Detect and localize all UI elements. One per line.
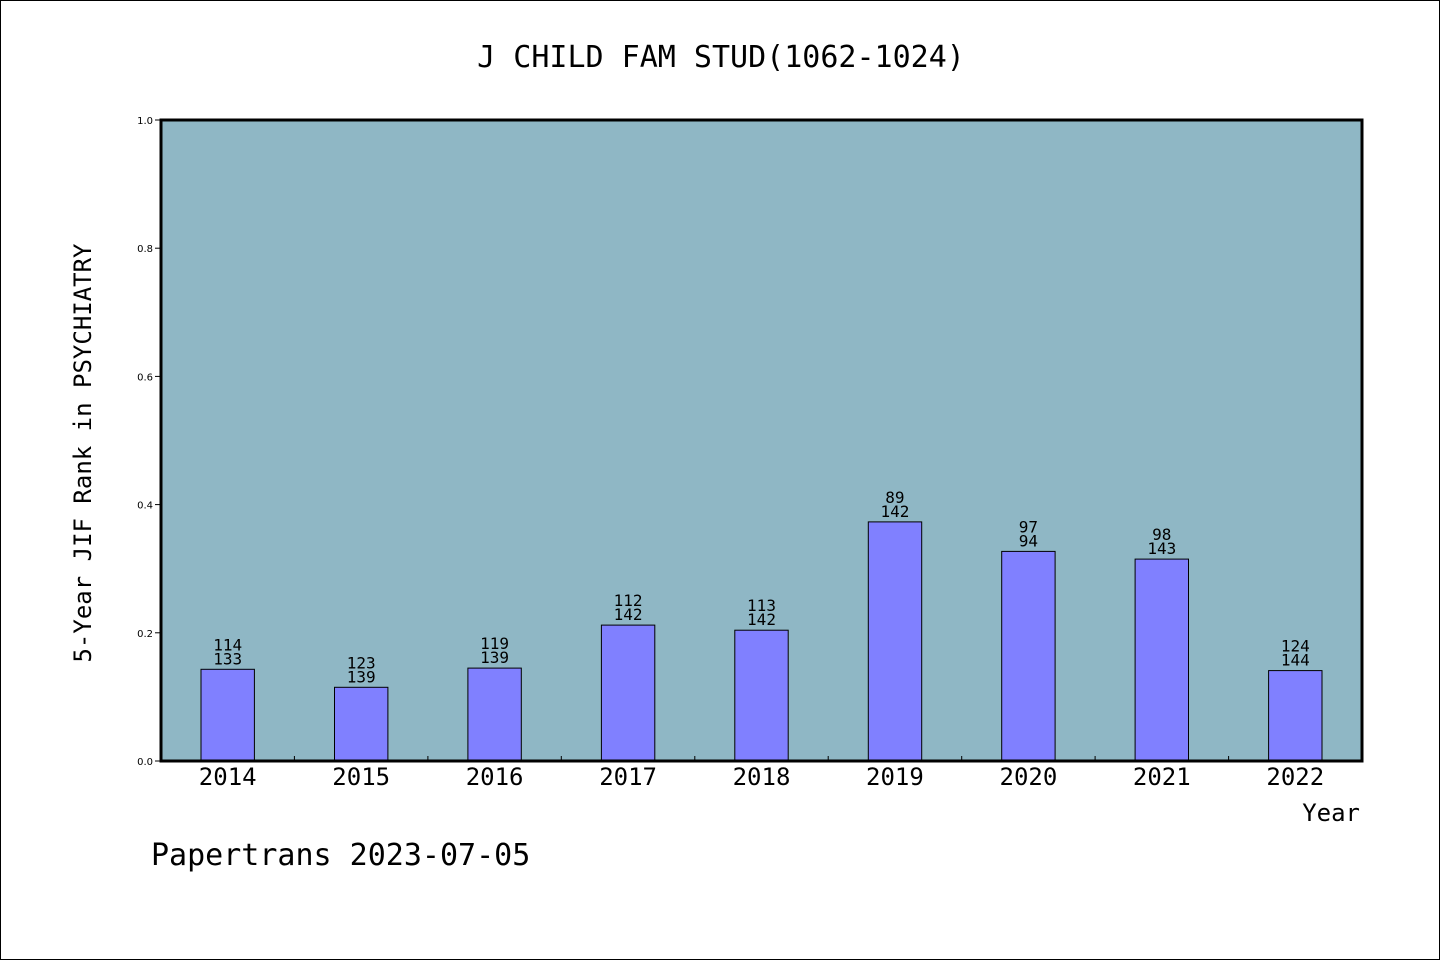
bar-label-total-2017: 142 xyxy=(614,605,643,624)
x-tick-label-2019: 2019 xyxy=(866,763,924,791)
y-tick-label-0.6: 0.6 xyxy=(137,372,153,383)
bar-2014 xyxy=(200,668,255,762)
bar-2020 xyxy=(1001,550,1056,762)
bar-2016 xyxy=(467,667,522,762)
bars-group xyxy=(200,521,1323,762)
bar-label-rank-2019: 89 xyxy=(885,488,904,507)
bar-2018 xyxy=(734,629,789,762)
bar-label-total-2018: 142 xyxy=(747,610,776,629)
bar-2022 xyxy=(1268,670,1323,762)
x-tick-label-2015: 2015 xyxy=(332,763,390,791)
x-tick-label-2017: 2017 xyxy=(599,763,657,791)
bar-2021 xyxy=(1134,558,1189,762)
bar-label-rank-2020: 97 xyxy=(1019,517,1038,536)
y-tick-label-0.4: 0.4 xyxy=(137,501,153,512)
y-axis-ticks: 0.0 0.2 0.4 0.6 0.8 1.0 xyxy=(137,116,161,768)
x-axis-label: Year xyxy=(1302,799,1360,827)
x-tick-label-2018: 2018 xyxy=(733,763,791,791)
bar-label-rank-2017: 112 xyxy=(614,591,643,610)
bar-label-rank-2022: 124 xyxy=(1281,637,1310,656)
bar-label-total-2020: 94 xyxy=(1019,531,1038,550)
bar-label-total-2022: 144 xyxy=(1281,651,1310,670)
bar-label-total-2019: 142 xyxy=(880,502,909,521)
y-tick-label-0.8: 0.8 xyxy=(137,244,153,255)
chart-title: J CHILD FAM STUD(1062-1024) xyxy=(477,40,965,75)
bar-2015 xyxy=(334,686,389,762)
x-tick-label-2022: 2022 xyxy=(1266,763,1324,791)
y-tick-label-1.0: 1.0 xyxy=(137,116,153,127)
x-tick-label-2020: 2020 xyxy=(1000,763,1058,791)
bar-label-total-2015: 139 xyxy=(347,667,376,686)
y-axis-label: 5-Year JIF Rank in PSYCHIATRY xyxy=(69,243,97,663)
bar-2019 xyxy=(867,521,923,762)
x-tick-label-2021: 2021 xyxy=(1133,763,1191,791)
bar-2017 xyxy=(600,624,656,762)
x-axis-ticks: 2014 2015 2016 2017 2018 2019 2020 2021 2022 xyxy=(199,756,1324,791)
bar-label-rank-2014: 114 xyxy=(213,635,242,654)
y-tick-label-0.2: 0.2 xyxy=(137,629,153,640)
bar-label-total-2016: 139 xyxy=(480,648,509,667)
plot-border xyxy=(159,118,1364,763)
bar-label-total-2021: 143 xyxy=(1147,539,1176,558)
x-tick-label-2014: 2014 xyxy=(199,763,257,791)
bar-label-rank-2021: 98 xyxy=(1152,525,1171,544)
bar-label-rank-2018: 113 xyxy=(747,596,776,615)
bar-label-total-2014: 133 xyxy=(213,649,242,668)
y-tick-label-0.0: 0.0 xyxy=(137,757,153,768)
bar-label-rank-2016: 119 xyxy=(480,634,509,653)
x-tick-label-2016: 2016 xyxy=(466,763,524,791)
bar-label-rank-2015: 123 xyxy=(347,653,376,672)
footer-watermark: Papertrans 2023-07-05 xyxy=(151,838,530,873)
